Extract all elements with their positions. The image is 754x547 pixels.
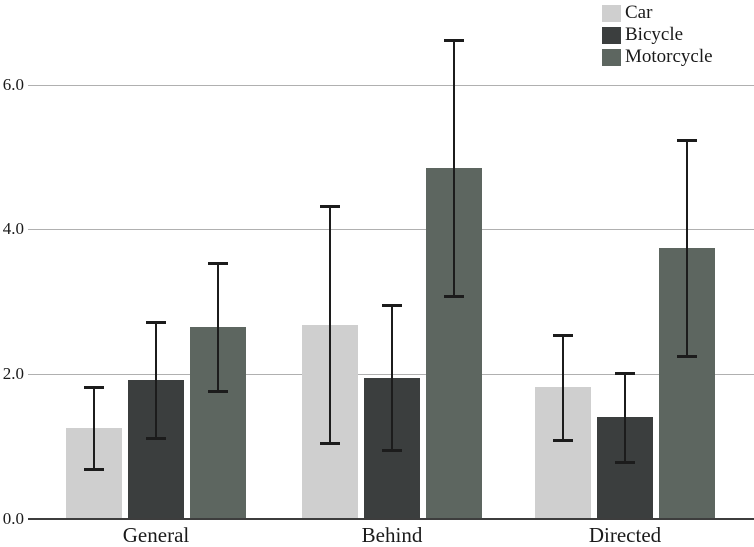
error-bar-cap-bottom-car-behind bbox=[320, 442, 340, 446]
y-tick-label: 6.0 bbox=[2, 75, 24, 94]
legend-item-motorcycle: Motorcycle bbox=[602, 46, 713, 68]
error-bar-cap-top-motorcycle-behind bbox=[444, 39, 464, 43]
x-category-label-general: General bbox=[122, 523, 190, 547]
error-bar-cap-top-bicycle-general bbox=[146, 321, 166, 325]
error-bar-cap-top-bicycle-directed bbox=[615, 371, 635, 375]
x-category-label-directed: Directed bbox=[588, 523, 662, 547]
error-bar-line-bicycle-directed bbox=[624, 372, 626, 464]
gridline-6.0 bbox=[28, 85, 754, 86]
error-bar-cap-bottom-motorcycle-general bbox=[208, 389, 228, 393]
legend-label-car: Car bbox=[625, 2, 653, 23]
error-bar-cap-bottom-bicycle-behind bbox=[382, 448, 402, 452]
gridline-4.0 bbox=[28, 229, 754, 230]
legend-swatch-car bbox=[602, 4, 621, 22]
error-bar-line-bicycle-general bbox=[155, 322, 157, 440]
legend-item-bicycle: Bicycle bbox=[602, 24, 713, 46]
error-bar-cap-top-bicycle-behind bbox=[382, 304, 402, 308]
legend-swatch-bicycle bbox=[602, 26, 621, 44]
error-bar-cap-bottom-bicycle-directed bbox=[615, 461, 635, 465]
error-bar-cap-top-car-general bbox=[84, 385, 104, 389]
error-bar-line-car-general bbox=[93, 386, 95, 470]
error-bar-cap-top-motorcycle-general bbox=[208, 261, 228, 265]
error-bar-cap-top-car-behind bbox=[320, 204, 340, 208]
error-bar-cap-bottom-car-general bbox=[84, 467, 104, 471]
error-bar-cap-bottom-motorcycle-behind bbox=[444, 295, 464, 299]
x-category-label-behind: Behind bbox=[361, 523, 423, 547]
legend-label-bicycle: Bicycle bbox=[625, 24, 684, 45]
legend-item-car: Car bbox=[602, 2, 713, 24]
error-bar-line-motorcycle-directed bbox=[686, 140, 688, 357]
legend: Car Bicycle Motorcycle bbox=[602, 2, 713, 68]
legend-swatch-motorcycle bbox=[602, 48, 621, 66]
error-bar-cap-top-car-directed bbox=[553, 334, 573, 338]
error-bar-cap-bottom-motorcycle-directed bbox=[677, 354, 697, 358]
error-bar-line-car-behind bbox=[329, 205, 331, 445]
x-axis-line bbox=[28, 518, 754, 520]
error-bar-line-bicycle-behind bbox=[391, 305, 393, 451]
error-bar-line-motorcycle-general bbox=[217, 262, 219, 392]
y-tick-label: 0.0 bbox=[2, 509, 24, 528]
error-bar-cap-top-motorcycle-directed bbox=[677, 139, 697, 143]
y-tick-label: 2.0 bbox=[2, 364, 24, 383]
error-bar-line-motorcycle-behind bbox=[453, 40, 455, 298]
y-tick-label: 4.0 bbox=[2, 219, 24, 238]
error-bar-cap-bottom-bicycle-general bbox=[146, 437, 166, 441]
error-bar-cap-bottom-car-directed bbox=[553, 438, 573, 442]
legend-label-motorcycle: Motorcycle bbox=[625, 46, 713, 67]
error-bar-line-car-directed bbox=[562, 335, 564, 441]
